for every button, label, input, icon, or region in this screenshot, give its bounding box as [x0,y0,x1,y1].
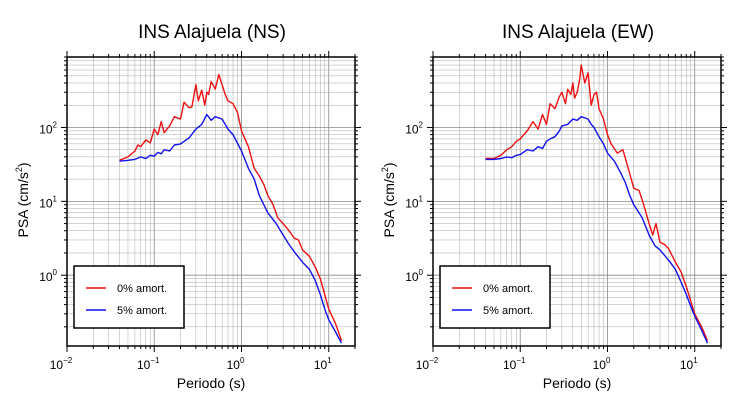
y-tick-label: 102 [405,120,423,136]
x-tick-label: 101 [680,356,698,372]
grid [67,57,355,346]
x-tick-label-exp: −1 [150,356,160,365]
x-tick-label-base: 10 [593,358,607,372]
x-tick-label-base: 10 [137,358,151,372]
x-tick-label-base: 10 [50,358,64,372]
series-group [119,73,343,344]
chart-panel-ew: INS Alajuela (EW) 10−2 10−1 100 10110010110… [380,22,727,391]
y-tick-label-exp: 1 [53,194,58,203]
x-tick-label: 100 [227,356,245,372]
y-tick-label-exp: 2 [53,120,58,129]
x-tick-label: 101 [314,356,332,372]
y-tick-label-exp: 0 [419,268,424,277]
y-axis-label-superscript: 2 [14,167,24,172]
y-tick-label-exp: 1 [419,194,424,203]
legend: 0% amort. 5% amort. [439,265,551,329]
legend: 0% amort. 5% amort. [73,265,185,329]
y-tick-label-base: 10 [405,270,419,284]
y-axis-label-main: PSA (cm/s [15,172,31,237]
legend-box [439,265,551,329]
chart-title: INS Alajuela (EW) [502,22,654,43]
x-tick-label-exp: 0 [606,356,611,365]
y-tick-label-exp: 2 [419,120,424,129]
x-tick-label: 100 [593,356,611,372]
series-line-0 [119,73,343,341]
x-axis-label: Periodo (s) [177,375,245,391]
y-axis-label: PSA (cm/s2) [14,162,31,237]
y-axis-label-close: ) [381,162,397,167]
y-tick-label-base: 10 [39,270,53,284]
legend-box [73,265,185,329]
legend-label-0: 0% amort. [483,283,533,295]
x-tick-label: 10−1 [503,356,526,372]
y-tick-label: 101 [39,194,57,210]
x-tick-label-base: 10 [416,358,430,372]
x-tick-label-base: 10 [227,358,241,372]
chart-title: INS Alajuela (NS) [138,22,286,43]
x-tick-label-base: 10 [314,358,328,372]
x-tick-label: 10−2 [416,356,439,372]
x-tick-label: 10−1 [137,356,160,372]
y-tick-label-base: 10 [39,122,53,136]
series-line-1 [485,115,709,344]
x-tick-label: 10−2 [50,356,73,372]
legend-label-1: 5% amort. [117,305,167,317]
x-tick-label-exp: 0 [240,356,245,365]
series-line-0 [485,64,709,341]
legend-label-0: 0% amort. [117,283,167,295]
x-tick-label-exp: −2 [63,356,73,365]
series-group [485,64,709,344]
x-tick-label-exp: −1 [516,356,526,365]
y-tick-label: 100 [405,268,423,284]
x-tick-label-base: 10 [503,358,517,372]
y-tick-label-base: 10 [39,196,53,210]
chart-panel-ns: INS Alajuela (NS) 10−2 10−1 100 10110010110… [14,22,361,391]
y-axis-label: PSA (cm/s2) [380,162,397,237]
y-tick-label-base: 10 [405,196,419,210]
y-axis-label-main: PSA (cm/s [381,172,397,237]
y-tick-label-exp: 0 [53,268,58,277]
x-tick-label-exp: 1 [327,356,332,365]
x-tick-label-exp: −2 [429,356,439,365]
x-axis-label: Periodo (s) [543,375,611,391]
series-line-1 [119,113,343,344]
y-axis-label-close: ) [15,162,31,167]
y-tick-label: 102 [39,120,57,136]
y-tick-label-base: 10 [405,122,419,136]
legend-label-1: 5% amort. [483,305,533,317]
x-tick-label-base: 10 [680,358,694,372]
y-tick-label: 101 [405,194,423,210]
x-tick-label-exp: 1 [693,356,698,365]
y-tick-label: 100 [39,268,57,284]
y-axis-label-superscript: 2 [380,167,390,172]
